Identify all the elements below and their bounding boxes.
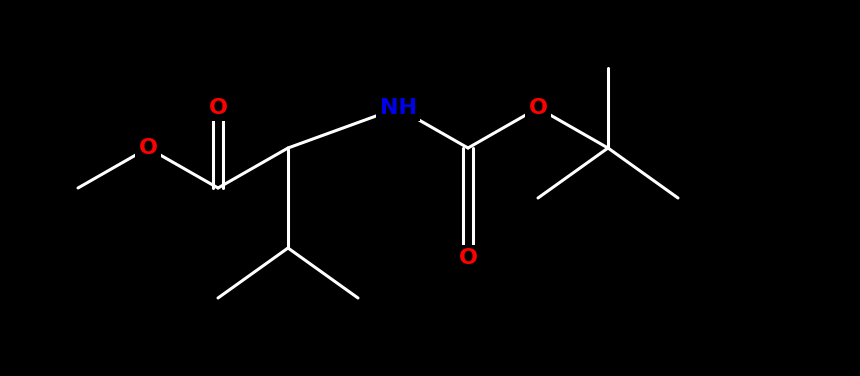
Text: NH: NH (379, 98, 416, 118)
Text: O: O (529, 98, 548, 118)
Text: O: O (208, 98, 228, 118)
Text: O: O (458, 248, 477, 268)
Text: O: O (138, 138, 157, 158)
